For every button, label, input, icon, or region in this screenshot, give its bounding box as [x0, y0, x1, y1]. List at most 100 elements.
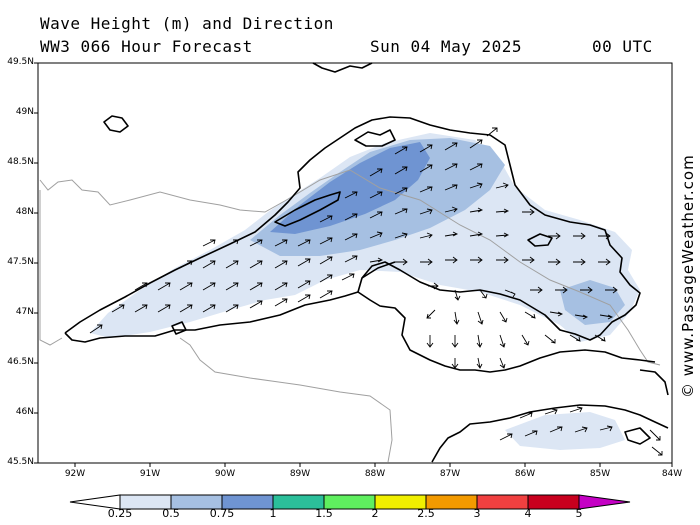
wave-arrow: [369, 168, 383, 177]
wave-arrow: [274, 239, 288, 247]
wave-arrow: [453, 311, 460, 325]
shade-low-south: [505, 412, 625, 450]
wave-arrow: [225, 282, 239, 291]
forecast-label: WW3 066 Hour Forecast: [40, 37, 253, 56]
island-north: [103, 115, 129, 133]
wave-arrow: [249, 239, 263, 247]
lake-michigan-shore: [431, 404, 669, 463]
wave-arrow: [369, 191, 383, 199]
wave-arrow: [444, 142, 458, 151]
colorbar-tick-label: 2.5: [417, 507, 435, 520]
wave-arrow: [594, 334, 606, 342]
wave-arrow: [134, 304, 148, 313]
wave-arrow: [486, 127, 498, 137]
wave-arrow: [419, 186, 433, 193]
wave-arrow: [369, 231, 383, 239]
wave-arrow: [569, 334, 581, 342]
lon-ticks: [74, 463, 673, 467]
wave-arrow: [445, 256, 458, 264]
wave-arrow: [344, 233, 358, 241]
lat-label: 47N: [15, 307, 34, 317]
lon-label: 84W: [661, 469, 683, 479]
wave-arrow: [599, 425, 613, 432]
wave-arrow: [574, 426, 588, 433]
colorbar-tick-label: 2: [371, 507, 379, 520]
wave-arrow: [495, 182, 509, 189]
lat-label: 49.5N: [7, 57, 34, 67]
wave-arrow: [444, 163, 458, 171]
wave-arrow: [496, 256, 509, 264]
wave-arrow: [394, 146, 408, 155]
wave-arrow: [469, 163, 483, 171]
wave-arrow: [249, 260, 263, 269]
wave-arrow: [157, 282, 171, 291]
wave-shading: [90, 133, 640, 450]
wave-arrow: [599, 314, 614, 320]
wave-arrow: [451, 358, 459, 369]
wave-arrow: [499, 357, 506, 369]
wave-arrow: [555, 286, 568, 294]
wave-arrow: [297, 239, 311, 247]
lon-label: 92W: [64, 469, 86, 479]
wave-arrow: [369, 257, 384, 263]
wave-arrow: [202, 239, 216, 247]
lake-huron-shore: [639, 369, 669, 396]
wave-arrow: [319, 256, 333, 265]
wave-arrow: [495, 208, 510, 214]
wave-arrow: [369, 211, 383, 219]
wave-arrow: [544, 408, 558, 415]
wave-arrow: [649, 429, 661, 441]
wave-arrow: [451, 335, 459, 348]
wave-arrow: [470, 256, 483, 264]
wave-arrow: [499, 433, 513, 441]
lake-superior-shore: [64, 116, 656, 373]
wave-arrow: [274, 282, 288, 291]
lon-label: 88W: [364, 469, 386, 479]
lat-label: 46N: [15, 407, 34, 417]
watermark: © www.PassageWeather.com: [679, 154, 697, 398]
wave-arrow: [179, 304, 193, 313]
shade-high-region: [270, 142, 430, 234]
wave-arrow: [499, 334, 506, 348]
colorbar-tick-label: 3: [473, 507, 481, 520]
wave-arrow: [225, 239, 239, 247]
wave-arrow: [344, 255, 358, 263]
wave-arrow: [548, 258, 561, 266]
island-east: [527, 233, 553, 247]
wave-arrow: [522, 208, 535, 216]
wave-arrow: [89, 324, 103, 334]
isle-royale: [274, 191, 341, 227]
wave-arrow: [394, 208, 408, 215]
wave-arrow: [605, 286, 618, 294]
wave-arrow: [580, 286, 593, 294]
lat-label: 45.5N: [7, 457, 34, 467]
wave-arrow: [469, 207, 484, 213]
wave-arrow: [549, 311, 564, 317]
wave-arrow: [504, 289, 516, 298]
wave-arrow: [274, 298, 288, 307]
shade-mid-east: [560, 280, 625, 325]
wave-arrow: [249, 300, 263, 309]
wave-arrow: [344, 191, 358, 199]
lon-label: 89W: [289, 469, 311, 479]
colorbar-tick-label: 5: [575, 507, 583, 520]
lon-label: 86W: [514, 469, 536, 479]
wave-arrow: [524, 430, 538, 437]
wave-arrow: [341, 273, 355, 281]
wave-arrow: [454, 289, 461, 301]
wave-arrow: [394, 187, 408, 195]
wave-arrow: [179, 260, 193, 269]
lat-label: 47.5N: [7, 257, 34, 267]
wave-arrow: [524, 311, 536, 319]
wave-arrow: [598, 232, 611, 240]
wave-arrow: [444, 184, 458, 191]
north-coast-top: [312, 62, 373, 73]
wave-arrow: [319, 237, 333, 245]
wave-arrow: [225, 260, 239, 269]
wave-arrow: [319, 274, 333, 283]
wave-arrow: [225, 304, 239, 313]
wave-arrow: [394, 166, 408, 175]
lat-label: 49N: [15, 107, 34, 117]
wave-arrow: [476, 334, 483, 348]
